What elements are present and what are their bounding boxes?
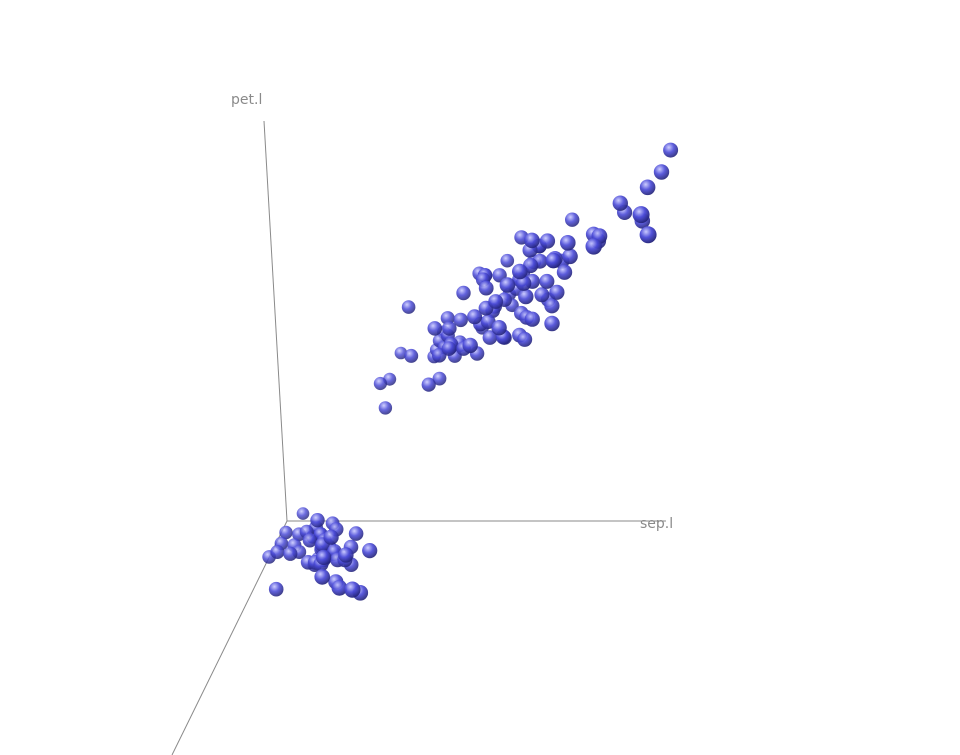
data-point (653, 164, 670, 180)
data-point (378, 401, 393, 415)
data-point (296, 507, 310, 520)
data-point (545, 252, 562, 269)
data-point (373, 376, 387, 391)
data-point (323, 529, 339, 545)
data-point (512, 263, 528, 280)
data-point (331, 579, 348, 596)
data-point (632, 206, 650, 224)
data-point (565, 212, 580, 227)
data-point (467, 309, 483, 325)
data-point (556, 264, 573, 280)
data-point (482, 330, 498, 345)
data-point (302, 533, 318, 548)
data-point (539, 273, 555, 289)
data-point (478, 280, 494, 296)
data-point (639, 226, 657, 244)
data-points-group (262, 142, 679, 601)
data-point (517, 331, 533, 347)
data-point (488, 294, 504, 309)
data-point (534, 287, 550, 303)
data-point (515, 275, 532, 291)
data-point (310, 513, 325, 528)
y-axis-label: pet.l (231, 92, 262, 108)
data-point (401, 300, 416, 314)
data-point (560, 235, 576, 251)
data-point (549, 284, 565, 300)
data-point (462, 337, 478, 354)
data-point (499, 277, 516, 293)
data-point (585, 238, 602, 255)
data-point (518, 288, 534, 305)
data-point (441, 341, 457, 356)
data-point (279, 525, 293, 540)
axes-group: pet.l sep.l (171, 92, 673, 755)
data-point (344, 581, 361, 598)
data-point (539, 233, 556, 249)
y-axis-line (263, 120, 288, 522)
data-point (639, 179, 656, 196)
data-point (524, 232, 540, 249)
data-point (544, 315, 560, 332)
data-point (456, 285, 471, 301)
data-point (524, 311, 540, 327)
data-point (268, 581, 284, 597)
data-point (362, 543, 378, 559)
data-point (394, 346, 408, 360)
x-axis-label: sep.l (640, 516, 673, 532)
data-point (427, 321, 443, 336)
data-point (421, 377, 436, 392)
data-point (432, 371, 447, 386)
data-point (404, 348, 419, 363)
data-point (283, 546, 298, 561)
data-point (338, 547, 354, 563)
data-point (544, 298, 560, 314)
data-point (270, 545, 285, 559)
data-point (442, 321, 457, 336)
data-point (663, 142, 679, 158)
data-point (453, 312, 468, 328)
data-point (348, 526, 364, 541)
data-point (491, 320, 507, 336)
data-point (562, 248, 578, 265)
data-point (314, 569, 331, 585)
data-point (316, 549, 332, 566)
data-point (500, 253, 515, 268)
data-point (612, 195, 628, 211)
